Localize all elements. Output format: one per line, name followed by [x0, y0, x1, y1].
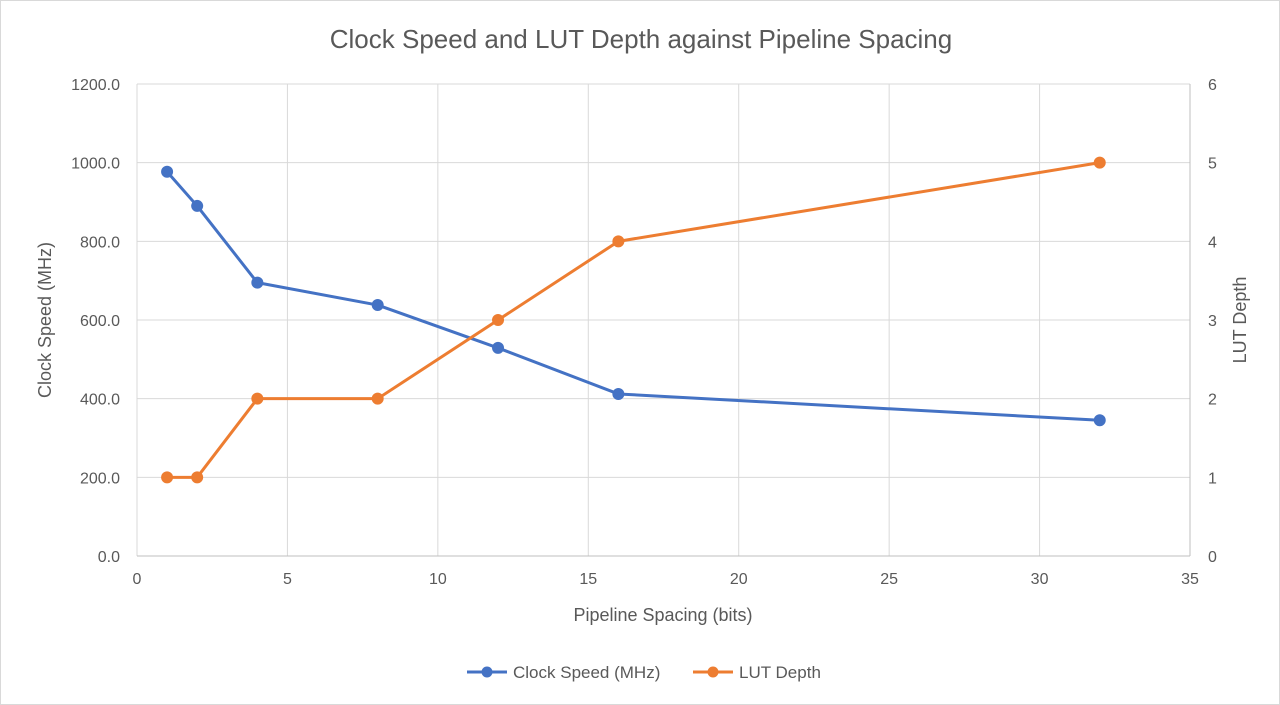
y2-tick-label: 2	[1208, 392, 1217, 409]
data-point-clock-speed-mhz	[612, 387, 625, 400]
legend: Clock Speed (MHz) LUT Depth	[467, 663, 821, 682]
data-point-lut-depth	[612, 235, 625, 248]
y2-tick-label: 3	[1208, 313, 1217, 330]
data-point-clock-speed-mhz	[191, 199, 204, 212]
y-tick-label: 1000.0	[71, 156, 120, 173]
x-axis-title: Pipeline Spacing (bits)	[573, 605, 752, 625]
y-axis-title: Clock Speed (MHz)	[35, 242, 55, 398]
y2-tick-label: 6	[1208, 77, 1217, 94]
legend-marker-clock-speed-mhz	[481, 666, 493, 678]
y-tick-label: 200.0	[80, 470, 120, 487]
x-tick-label: 10	[429, 571, 447, 588]
x-tick-label: 20	[730, 571, 748, 588]
x-tick-label: 5	[283, 571, 292, 588]
x-tick-label: 35	[1181, 571, 1199, 588]
x-tick-label: 25	[880, 571, 898, 588]
series-line-clock-speed-mhz	[165, 170, 1100, 422]
axes	[137, 84, 1191, 557]
y2-axis-title: LUT Depth	[1230, 277, 1250, 364]
legend-marker-lut-depth	[707, 666, 719, 678]
y2-tick-label: 1	[1208, 470, 1217, 487]
data-point-clock-speed-mhz	[1093, 414, 1106, 427]
tick-labels: 0 5 10 15 20 25 30 350.0200.0400.0600.0800.0100…	[71, 77, 1217, 588]
data-point-lut-depth	[251, 392, 264, 405]
y2-tick-label: 5	[1208, 156, 1217, 173]
x-tick-label: 15	[579, 571, 597, 588]
series-group	[161, 156, 1106, 484]
y-tick-label: 400.0	[80, 392, 120, 409]
x-tick-label: 30	[1031, 571, 1049, 588]
y-tick-label: 1200.0	[71, 77, 120, 94]
gridlines	[136, 83, 1191, 557]
data-point-clock-speed-mhz	[251, 276, 264, 289]
legend-label-clock-speed-mhz: Clock Speed (MHz)	[513, 663, 660, 682]
y-tick-label: 600.0	[80, 313, 120, 330]
data-point-clock-speed-mhz	[371, 299, 384, 312]
data-point-lut-depth	[1093, 156, 1106, 169]
data-point-clock-speed-mhz	[161, 165, 174, 178]
y2-tick-label: 4	[1208, 234, 1217, 251]
data-point-lut-depth	[161, 471, 174, 484]
y-tick-label: 800.0	[80, 234, 120, 251]
data-point-lut-depth	[492, 314, 505, 326]
y-tick-label: 0.0	[98, 549, 120, 566]
x-tick-label: 0	[133, 571, 142, 588]
y2-tick-label: 0	[1208, 549, 1217, 566]
data-point-lut-depth	[191, 471, 204, 484]
legend-label-lut-depth: LUT Depth	[739, 663, 821, 682]
data-point-clock-speed-mhz	[492, 341, 505, 354]
data-point-lut-depth	[371, 392, 384, 405]
chart-title: Clock Speed and LUT Depth against Pipeli…	[330, 24, 952, 54]
